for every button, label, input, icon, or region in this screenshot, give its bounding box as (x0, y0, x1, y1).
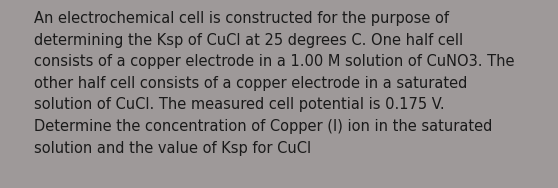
Text: An electrochemical cell is constructed for the purpose of
determining the Ksp of: An electrochemical cell is constructed f… (34, 11, 514, 155)
